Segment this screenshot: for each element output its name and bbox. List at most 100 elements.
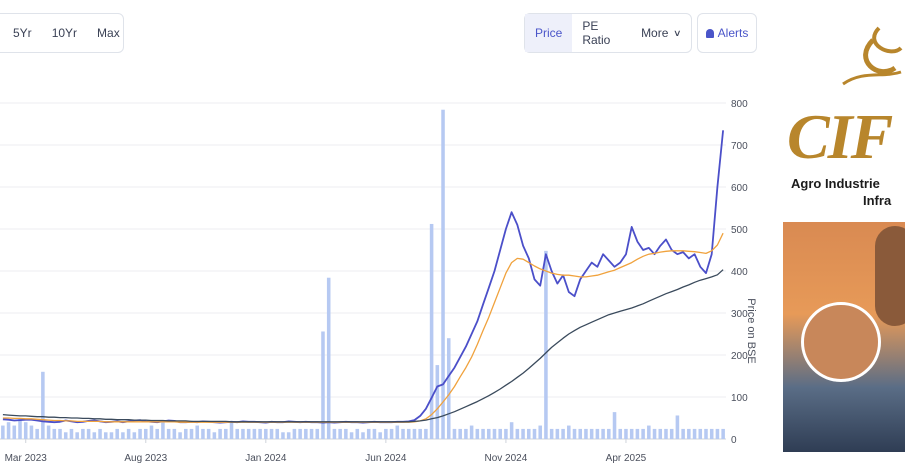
volume-bar [349, 432, 354, 439]
volume-bar [218, 428, 222, 439]
range-max-button[interactable]: Max [97, 26, 120, 40]
volume-bar [338, 428, 342, 439]
alerts-button[interactable]: Alerts [697, 13, 757, 53]
long-average-line [2, 269, 724, 423]
volume-bar [612, 412, 617, 439]
volume-bar [269, 428, 274, 439]
volume-bar [401, 428, 405, 439]
volume-bar [561, 428, 565, 439]
volume-bar [704, 428, 708, 439]
volume-bar [652, 428, 657, 439]
volume-bar [235, 428, 240, 439]
y-tick-label: 700 [731, 141, 748, 152]
y-tick-label: 600 [731, 183, 748, 194]
volume-bar [298, 428, 302, 439]
volume-bar [435, 365, 440, 439]
volume-bar [584, 428, 588, 439]
volume-bar [464, 428, 468, 439]
y-tick-label: 300 [731, 309, 748, 320]
volume-bar [143, 428, 148, 439]
volume-bar [132, 432, 137, 439]
volume-bar [206, 428, 211, 439]
view-price-button[interactable]: Price [525, 14, 573, 52]
volume-bar [441, 109, 445, 439]
volume-bar [635, 428, 640, 439]
volume-bar [361, 432, 365, 439]
volume-bar [481, 428, 485, 439]
volume-bar [35, 428, 39, 439]
volume-bar [41, 371, 45, 439]
y-tick-label: 800 [731, 99, 748, 110]
volume-bar [29, 425, 34, 439]
price-chart: 0 100 200 300 400 500 600 700 800 Mar 2023 Aug 202… [0, 99, 757, 464]
portrait-person [875, 226, 905, 326]
volume-bar [504, 428, 508, 439]
volume-bar [378, 432, 382, 439]
volume-bar [149, 425, 154, 439]
volume-bar [212, 432, 217, 439]
volume-bar [664, 428, 668, 439]
volume-bar [229, 422, 234, 439]
volume-bar [458, 428, 462, 439]
volume-bar [372, 428, 377, 439]
volume-bar [418, 428, 422, 439]
volume-bar [18, 418, 22, 439]
volume-bar [155, 428, 159, 439]
volume-bar [103, 432, 108, 439]
volume-bar [687, 428, 691, 439]
volume-bar [166, 428, 171, 439]
volume-bar [469, 425, 474, 439]
volume-bar [81, 428, 85, 439]
x-tick-label: Jan 2024 [245, 453, 287, 464]
volume-bar [109, 432, 114, 439]
alerts-label: Alerts [717, 26, 749, 40]
volume-bar [629, 428, 634, 439]
volume-bar [63, 432, 68, 439]
view-pe-ratio-button[interactable]: PE Ratio [572, 14, 631, 52]
volume-bar [692, 428, 697, 439]
volume-bar [509, 422, 514, 439]
volume-bar [624, 428, 628, 439]
volume-bar [567, 425, 571, 439]
y-axis-label: Price on BSE [745, 298, 757, 363]
volume-bar [527, 428, 531, 439]
volume-bar [709, 428, 714, 439]
range-10yr-button[interactable]: 10Yr [51, 26, 78, 40]
view-label: PE Ratio [582, 19, 611, 47]
volume-bar [412, 428, 417, 439]
volume-bar [366, 428, 371, 439]
volume-bar [589, 428, 594, 439]
volume-bar [121, 432, 125, 439]
y-tick-label: 100 [731, 393, 748, 404]
range-5yr-button[interactable]: 5Yr [13, 26, 32, 40]
volume-bar [675, 415, 680, 439]
volume-bar [332, 428, 337, 439]
volume-bar [98, 428, 102, 439]
y-tick-label: 400 [731, 267, 748, 278]
wheat-logo-icon [842, 26, 903, 86]
x-tick-label: Mar 2023 [5, 453, 48, 464]
bell-icon [705, 28, 714, 38]
volume-bar [138, 428, 142, 439]
view-selector: Price PE Ratio More ∨ [524, 13, 692, 53]
volume-bar [544, 250, 548, 439]
volume-bar [395, 425, 400, 439]
range-selector: 5Yr 10Yr Max [0, 13, 124, 53]
volume-bar [572, 428, 577, 439]
volume-bar [252, 428, 257, 439]
volume-bar [69, 428, 74, 439]
volume-bar [498, 428, 502, 439]
volume-bar [538, 425, 542, 439]
volume-bar [224, 428, 228, 439]
volume-bar [321, 331, 325, 439]
volume-bar [172, 428, 177, 439]
volume-bar [86, 428, 91, 439]
price-line [2, 130, 724, 424]
y-tick-label: 0 [731, 435, 737, 446]
short-average-line [2, 232, 724, 423]
volume-bar [161, 422, 165, 439]
y-tick-label: 500 [731, 225, 748, 236]
volume-bar [258, 428, 262, 439]
view-more-button[interactable]: More ∨ [631, 14, 691, 52]
x-tick-label: Nov 2024 [485, 453, 528, 464]
